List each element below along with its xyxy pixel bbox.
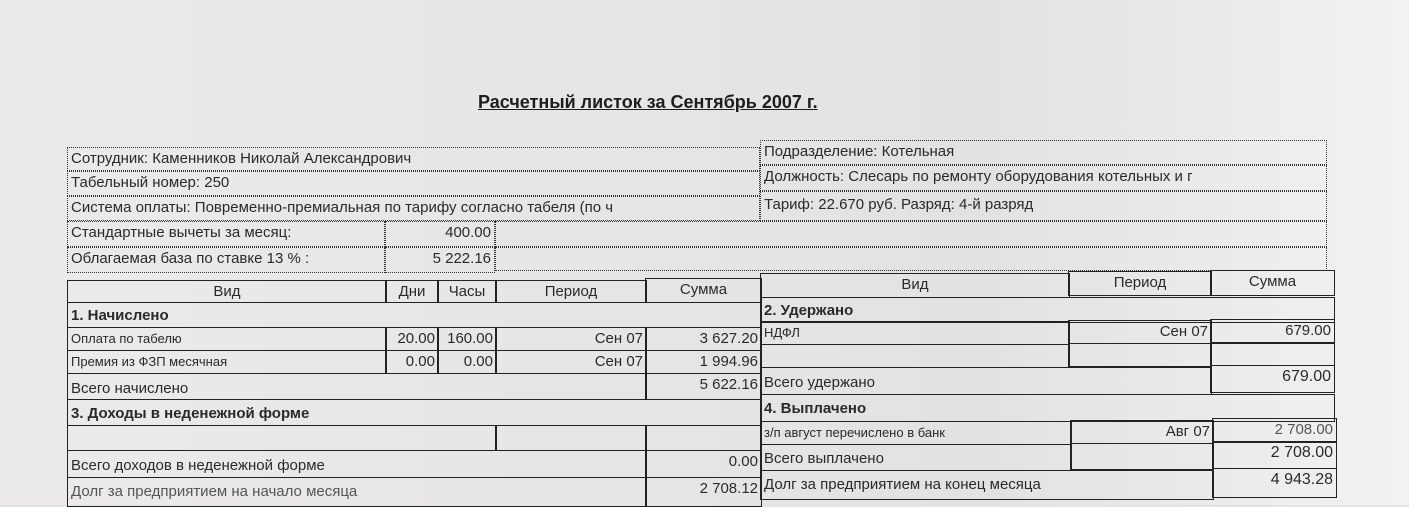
empty-cell	[495, 425, 647, 451]
debt-start: 2 708.12	[645, 477, 762, 507]
debt-start-label: Долг за предприятием на начало месяца	[67, 477, 647, 507]
row-name: НДФЛ	[760, 321, 1070, 345]
total-nonmonetary: 0.00	[645, 450, 762, 478]
department: Подразделение: Котельная	[760, 140, 1327, 165]
total-withheld: 679.00	[1210, 365, 1335, 393]
empty-cell	[67, 425, 497, 451]
row-hours: 0.00	[437, 350, 497, 374]
row-name: Оплата по табелю	[67, 327, 387, 351]
row-period: Сен 07	[1068, 320, 1212, 344]
total-paid-label: Всего выплачено	[760, 444, 1072, 471]
column-header: Период	[495, 280, 647, 303]
empty-cell	[645, 425, 762, 451]
tab-number: Табельный номер: 250	[67, 171, 760, 196]
row-sum: 679.00	[1210, 319, 1335, 344]
employee-name: Сотрудник: Каменников Николай Александро…	[67, 147, 760, 171]
tax-base-value: 5 222.16	[385, 247, 495, 273]
tariff: Тариф: 22.670 руб. Разряд: 4-й разряд	[760, 191, 1327, 221]
total-accrued-label: Всего начислено	[67, 373, 647, 400]
total-nonmonetary-label: Всего доходов в неденежной форме	[67, 450, 647, 478]
column-header: Вид	[67, 280, 387, 303]
column-header: Сумма	[645, 278, 762, 303]
empty-cell	[495, 247, 1327, 271]
row-name: Премия из ФЗП месячная	[67, 350, 387, 374]
tax-base-label: Облагаемая база по ставке 13 % :	[67, 247, 385, 273]
column-header: Часы	[437, 280, 497, 303]
column-header: Период	[1068, 271, 1212, 296]
row-period: Авг 07	[1070, 420, 1214, 444]
row-days: 0.00	[385, 350, 439, 374]
std-deductions-value: 400.00	[385, 221, 495, 247]
debt-end-label: Долг за предприятием на конец месяца	[760, 470, 1214, 500]
total-accrued: 5 622.16	[645, 373, 762, 400]
total-paid: 2 708.00	[1212, 441, 1337, 469]
empty-cell	[495, 221, 1327, 247]
total-withheld-label: Всего удержано	[760, 367, 1212, 395]
debt-end: 4 943.28	[1212, 468, 1337, 498]
row-sum: 2 708.00	[1212, 418, 1337, 443]
column-header: Дни	[385, 280, 439, 303]
std-deductions-label: Стандартные вычеты за месяц:	[67, 221, 385, 247]
empty-cell	[1070, 443, 1214, 470]
section-accrued: 1. Начислено	[67, 302, 762, 328]
empty-cell	[1210, 342, 1335, 366]
document-title: Расчетный листок за Сентябрь 2007 г.	[478, 92, 818, 112]
row-hours: 160.00	[437, 327, 497, 351]
section-withheld: 2. Удержано	[760, 297, 1335, 323]
position: Должность: Слесарь по ремонту оборудован…	[760, 165, 1327, 191]
row-sum: 1 994.96	[645, 350, 762, 374]
column-header: Вид	[760, 273, 1070, 298]
row-sum: 3 627.20	[645, 327, 762, 351]
row-period: Сен 07	[495, 327, 647, 351]
row-period: Сен 07	[495, 350, 647, 374]
empty-cell	[760, 344, 1070, 368]
pay-system: Система оплаты: Повременно-премиальная п…	[67, 196, 760, 221]
row-name: з/п август перечислено в банк	[760, 421, 1072, 445]
row-days: 20.00	[385, 327, 439, 351]
empty-cell	[1068, 343, 1212, 367]
section-nonmonetary: 3. Доходы в неденежной форме	[67, 399, 762, 426]
column-header: Сумма	[1210, 270, 1335, 296]
